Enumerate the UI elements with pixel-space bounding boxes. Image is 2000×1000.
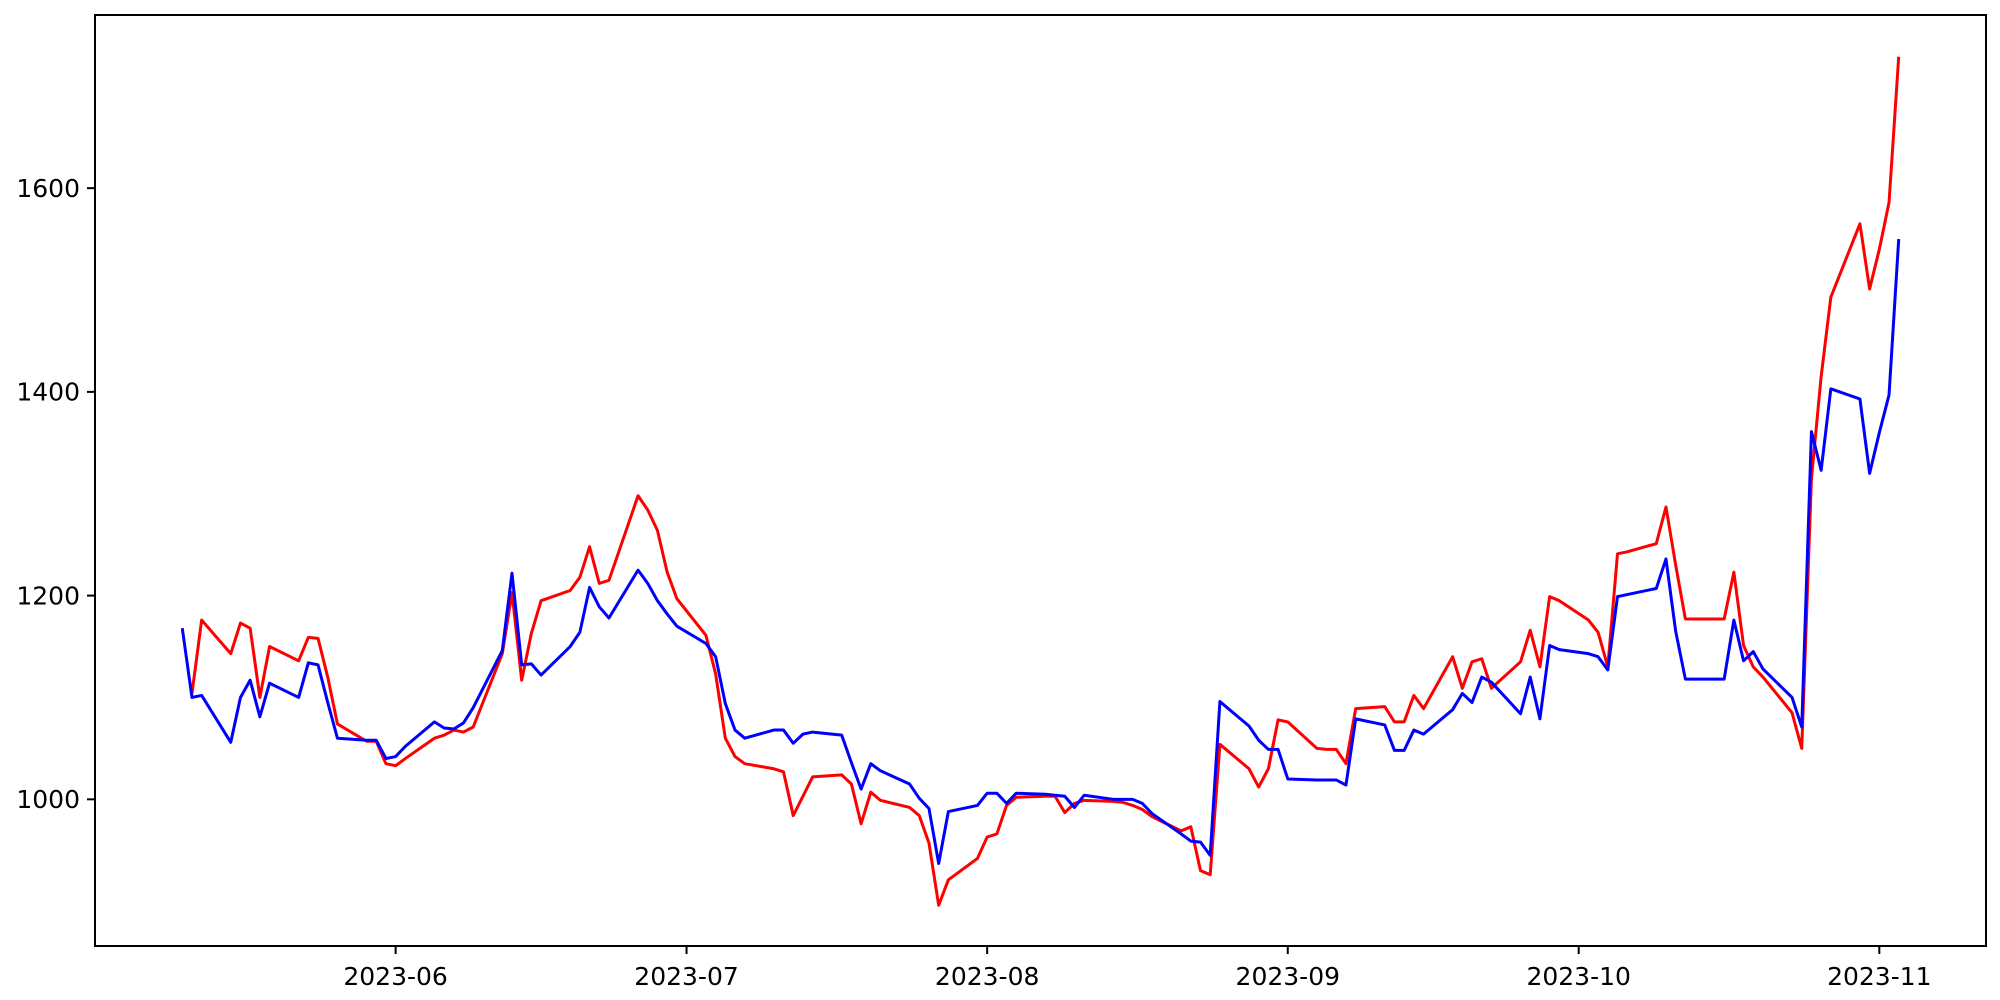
x-tick-label: 2023-09 — [1236, 962, 1340, 991]
x-tick-label: 2023-10 — [1526, 962, 1630, 991]
axes-frame — [94, 14, 1987, 947]
y-tick-label: 1600 — [16, 174, 80, 203]
y-tick-label: 1000 — [16, 785, 80, 814]
x-tick-label: 2023-11 — [1827, 962, 1931, 991]
y-tick-label: 1400 — [16, 378, 80, 407]
y-tick-label: 1200 — [16, 581, 80, 610]
x-tick-label: 2023-08 — [935, 962, 1039, 991]
x-tick-label: 2023-07 — [634, 962, 738, 991]
x-tick-label: 2023-06 — [343, 962, 447, 991]
blue-series-line — [180, 238, 1901, 865]
